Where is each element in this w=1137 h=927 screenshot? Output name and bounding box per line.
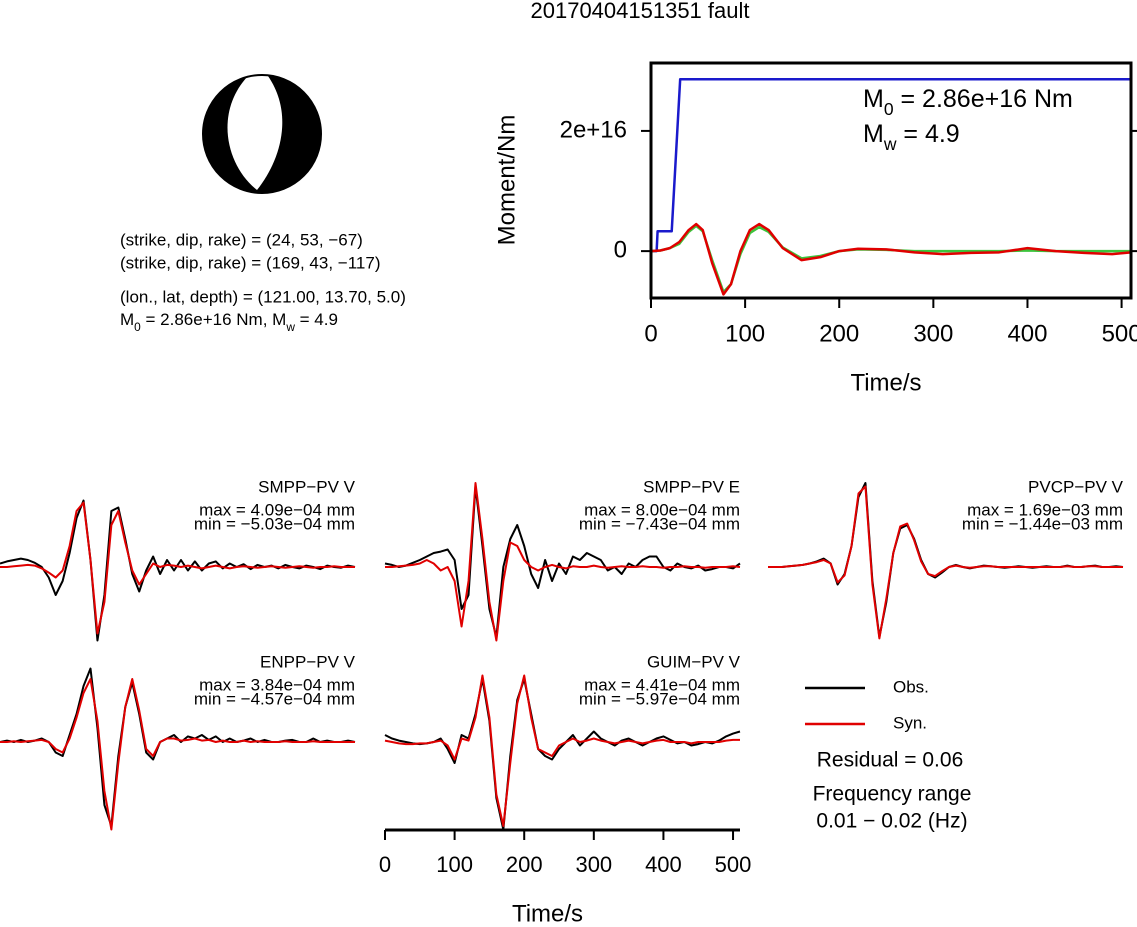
- synthetic-trace: [384, 674, 740, 827]
- frequency-range: Frequency range: [813, 783, 972, 806]
- min-label: min = −4.57e−04 mm: [194, 689, 355, 708]
- synthetic-trace: [385, 482, 741, 642]
- x-tick-label: 0: [379, 852, 391, 877]
- observed-trace: [384, 485, 741, 638]
- text-part: M: [863, 85, 884, 113]
- mechanism-line: (strike, dip, rake) = (169, 43, −117): [120, 253, 380, 272]
- synthetic-trace: [768, 485, 1123, 640]
- x-tick-label: 200: [506, 852, 543, 877]
- x-tick-label: 400: [645, 852, 682, 877]
- subscript: 0: [884, 99, 894, 119]
- station-label: PVCP−PV V: [1028, 477, 1124, 496]
- legend-label: Obs.: [893, 677, 929, 696]
- max-label: max = 3.84e−04 mm: [199, 675, 355, 694]
- x-tick-label: 300: [913, 320, 953, 347]
- x-tick-label: 0: [644, 320, 657, 347]
- synthetic-trace: [0, 501, 355, 635]
- subscript: 0: [134, 320, 141, 334]
- observed-trace: [0, 667, 356, 827]
- min-label: min = −5.03e−04 mm: [194, 514, 355, 533]
- x-tick-label: 500: [715, 852, 752, 877]
- max-label: max = 8.00e−04 mm: [584, 500, 740, 519]
- text-part: = 4.9: [295, 310, 338, 329]
- station-label: SMPP−PV E: [643, 477, 740, 496]
- min-label: min = −7.43e−04 mm: [579, 514, 740, 533]
- min-label: min = −5.97e−04 mm: [579, 689, 740, 708]
- residual: Residual = 0.06: [817, 749, 964, 772]
- text-part: M: [120, 310, 134, 329]
- synthetic-trace: [0, 678, 355, 831]
- figure-title: 20170404151351 fault: [531, 0, 750, 23]
- max-label: max = 4.41e−04 mm: [584, 675, 740, 694]
- plot-frame: [649, 61, 1133, 300]
- annotation: M0 = 2.86e+16 Nm: [863, 85, 1073, 119]
- x-tick-label: 500: [1102, 320, 1137, 347]
- x-tick-label: 200: [819, 320, 859, 347]
- text-part: = 4.9: [896, 120, 959, 148]
- mechanism-magnitude: M0 = 2.86e+16 Nm, Mw = 4.9: [120, 310, 338, 334]
- beachball-dilatation: [227, 76, 283, 190]
- min-label: min = −1.44e−03 mm: [962, 514, 1123, 533]
- moment-line: [650, 222, 1132, 296]
- max-label: max = 1.69e−03 mm: [967, 500, 1123, 519]
- x-tick-label: 100: [725, 320, 765, 347]
- subscript: w: [883, 134, 897, 154]
- x-axis-label: Time/s: [850, 369, 921, 396]
- x-axis-label: Time/s: [512, 900, 583, 927]
- text-part: M: [863, 120, 884, 148]
- annotation: Mw = 4.9: [863, 120, 960, 154]
- y-tick-label: 2e+16: [560, 116, 627, 143]
- legend-label: Syn.: [893, 713, 927, 732]
- station-label: ENPP−PV V: [260, 652, 356, 671]
- max-label: max = 4.09e−04 mm: [199, 500, 355, 519]
- moment-line: [650, 224, 1131, 294]
- x-tick-label: 300: [575, 852, 612, 877]
- text-part: = 2.86e+16 Nm, M: [141, 310, 287, 329]
- subscript: w: [285, 320, 295, 334]
- y-axis-label: Moment/Nm: [493, 115, 520, 246]
- y-tick-label: 0: [614, 236, 627, 263]
- station-label: SMPP−PV V: [258, 477, 356, 496]
- mechanism-line: (strike, dip, rake) = (24, 53, −67): [120, 230, 363, 249]
- x-tick-label: 400: [1007, 320, 1047, 347]
- text-part: = 2.86e+16 Nm: [894, 85, 1073, 113]
- beachball-outline: [202, 74, 322, 194]
- observed-trace: [0, 499, 356, 642]
- frequency-range: 0.01 − 0.02 (Hz): [816, 810, 967, 833]
- x-tick-label: 100: [436, 852, 473, 877]
- mechanism-line: (lon., lat, depth) = (121.00, 13.70, 5.0…: [120, 287, 406, 306]
- beachball: [202, 74, 322, 194]
- station-label: GUIM−PV V: [647, 652, 741, 671]
